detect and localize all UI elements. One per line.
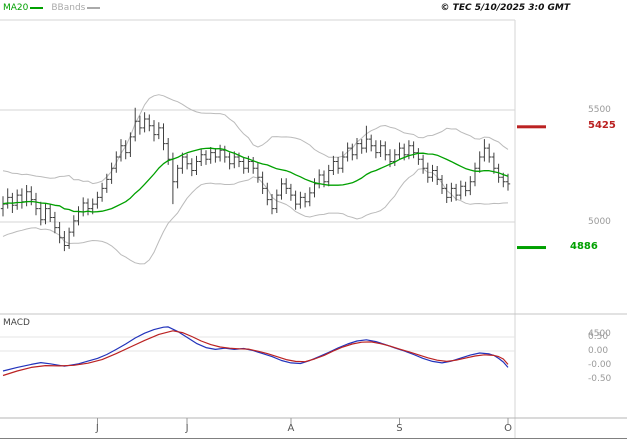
legend-item-bbands: BBands	[51, 3, 101, 13]
resistance-level-label: 5425	[588, 119, 616, 131]
macd-tick-label: 0.50	[588, 332, 609, 342]
month-label: A	[287, 423, 295, 434]
legend-ma20-label: MA20	[3, 3, 29, 13]
chart-legend: MA20 BBands	[3, 3, 108, 13]
legend-item-ma20: MA20	[3, 3, 44, 13]
copyright-text: © TEC 5/10/2025 3:0 GMT	[440, 3, 570, 13]
month-label: O	[504, 423, 512, 434]
price-label-5000: 5000	[588, 217, 611, 227]
month-label: J	[95, 423, 99, 434]
macd-tick-label: -0.00	[588, 360, 612, 370]
bbands-line-swatch	[87, 7, 101, 9]
macd-tick-label: -0.50	[588, 374, 612, 384]
macd-tick-label: 0.00	[588, 346, 609, 356]
price-label-5500: 5500	[588, 105, 611, 115]
legend-bbands-label: BBands	[51, 3, 86, 13]
support-level-label: 4886	[570, 240, 598, 252]
macd-panel-label: MACD	[3, 318, 30, 328]
month-label: J	[185, 423, 189, 434]
ma20-line-swatch	[30, 7, 44, 9]
month-label: S	[396, 423, 403, 434]
price-label-4500: 4500	[588, 329, 611, 339]
